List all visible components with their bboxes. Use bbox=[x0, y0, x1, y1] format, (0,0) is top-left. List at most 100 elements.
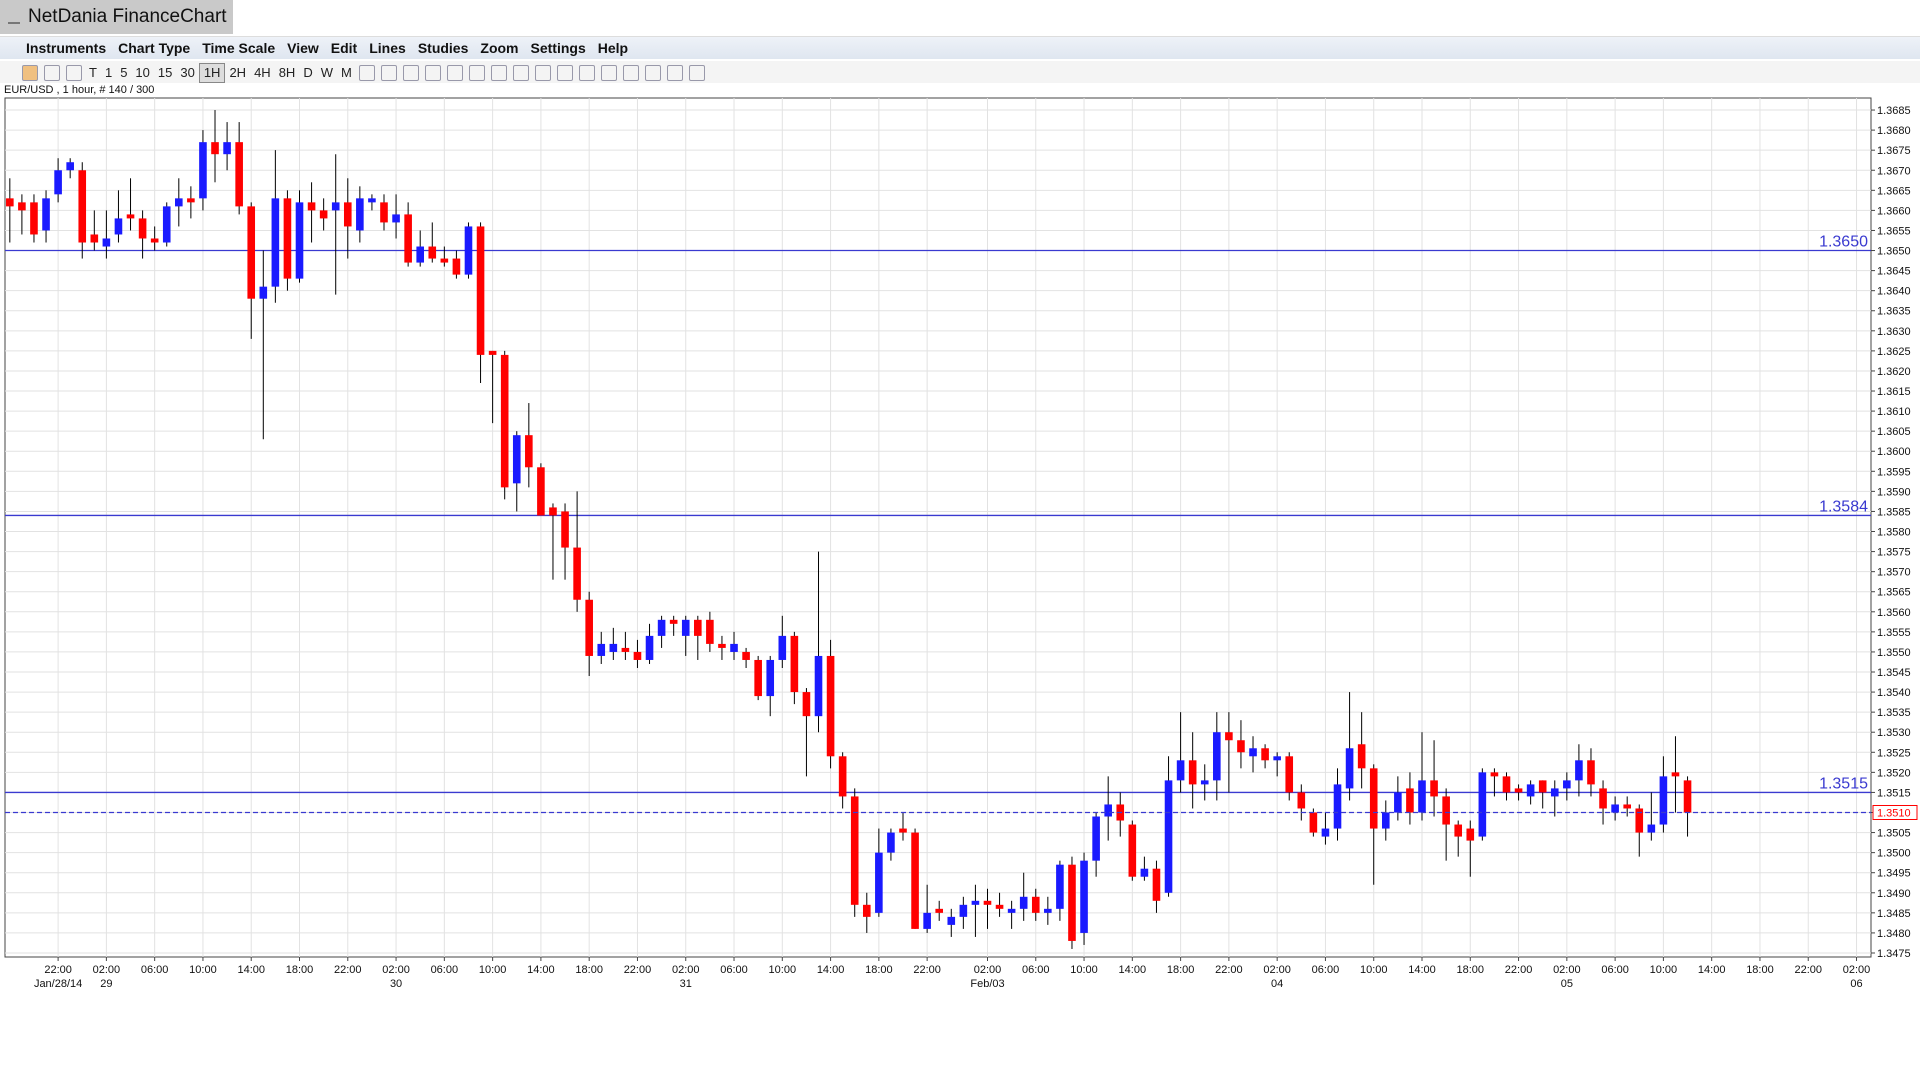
menu-item[interactable]: Chart Type bbox=[118, 40, 191, 56]
candle-body bbox=[102, 238, 111, 247]
y-tick-label: 1.3610 bbox=[1877, 406, 1911, 418]
menu-item[interactable]: View bbox=[287, 40, 319, 56]
timescale-button[interactable]: 8H bbox=[278, 65, 296, 80]
y-tick-label: 1.3675 bbox=[1877, 145, 1911, 157]
candle-body bbox=[537, 467, 545, 516]
y-tick-label: 1.3660 bbox=[1877, 205, 1911, 217]
timescale-button[interactable]: 30 bbox=[180, 65, 195, 80]
candle-body bbox=[971, 900, 980, 905]
x-tick-label: 18:00 bbox=[1457, 964, 1485, 976]
candle-body bbox=[1007, 908, 1016, 913]
tool-icon[interactable] bbox=[424, 65, 441, 81]
tool-icon[interactable] bbox=[380, 65, 397, 81]
x-tick-label: 06:00 bbox=[1601, 964, 1629, 976]
instrument-info: EUR/USD , 1 hour, # 140 / 300 bbox=[4, 84, 155, 96]
tool-icon[interactable] bbox=[534, 65, 551, 81]
menu-item[interactable]: Lines bbox=[369, 40, 406, 56]
tool-icon[interactable] bbox=[666, 65, 683, 81]
candle-body bbox=[790, 635, 799, 693]
candle-body bbox=[223, 142, 231, 155]
timescale-button[interactable]: 15 bbox=[157, 65, 173, 80]
candle-body bbox=[235, 142, 243, 207]
timescale-button[interactable]: 5 bbox=[120, 65, 128, 80]
candle-body bbox=[1635, 808, 1644, 833]
candle-body bbox=[681, 619, 690, 636]
candle-body bbox=[995, 904, 1004, 909]
candle-body bbox=[1406, 788, 1414, 813]
candle-body bbox=[1502, 776, 1511, 793]
tool-icon[interactable] bbox=[578, 65, 595, 81]
menu-item[interactable]: Settings bbox=[530, 40, 586, 56]
tool-icon[interactable] bbox=[622, 65, 639, 81]
tool-icon[interactable] bbox=[22, 65, 38, 81]
candle-body bbox=[114, 218, 123, 235]
title-bar: NetDania FinanceChart bbox=[0, 0, 1920, 37]
menu-item[interactable]: Time Scale bbox=[202, 40, 276, 56]
candle-body bbox=[199, 142, 207, 199]
x-tick-label: 06:00 bbox=[1312, 964, 1340, 976]
tool-icon[interactable] bbox=[688, 65, 705, 81]
tool-icon[interactable] bbox=[556, 65, 573, 81]
tool-icon[interactable] bbox=[600, 65, 617, 81]
candle-body bbox=[500, 354, 509, 488]
y-tick-label: 1.3670 bbox=[1877, 165, 1911, 177]
tool-icon[interactable] bbox=[446, 65, 463, 81]
candle-body bbox=[452, 258, 461, 275]
menu-item[interactable]: Zoom bbox=[480, 40, 519, 56]
tool-icon[interactable] bbox=[490, 65, 507, 81]
candle-body bbox=[1454, 824, 1463, 837]
candle-body bbox=[1683, 780, 1692, 813]
y-tick-label: 1.3550 bbox=[1877, 647, 1911, 659]
timescale-button[interactable]: 2H bbox=[229, 65, 247, 80]
y-tick-label: 1.3630 bbox=[1877, 326, 1911, 338]
y-tick-label: 1.3585 bbox=[1877, 506, 1911, 518]
tool-icon[interactable] bbox=[512, 65, 529, 81]
candle-body bbox=[1430, 780, 1438, 797]
candle-body bbox=[1418, 780, 1426, 813]
y-tick-label: 1.3570 bbox=[1877, 567, 1911, 579]
timescale-button[interactable]: 10 bbox=[135, 65, 150, 80]
x-tick-label: 22:00 bbox=[334, 964, 362, 976]
x-tick-label: 02:00 bbox=[93, 964, 121, 976]
timescale-button[interactable]: W bbox=[320, 65, 333, 80]
candle-body bbox=[742, 651, 750, 660]
menu-item[interactable]: Instruments bbox=[26, 40, 107, 56]
candle-body bbox=[1249, 748, 1257, 757]
menu-item[interactable]: Help bbox=[597, 40, 629, 56]
tool-icon[interactable] bbox=[44, 65, 60, 81]
timescale-button[interactable]: 4H bbox=[254, 65, 271, 80]
candle-body bbox=[1116, 804, 1125, 821]
y-tick-label: 1.3475 bbox=[1877, 948, 1911, 960]
candle-body bbox=[597, 643, 606, 656]
timescale-button[interactable]: 1H bbox=[198, 63, 226, 83]
candle-body bbox=[404, 214, 412, 263]
candle-body bbox=[1068, 864, 1076, 941]
candle-body bbox=[1213, 732, 1221, 781]
candle-body bbox=[633, 651, 642, 660]
timescale-button[interactable]: T bbox=[89, 65, 97, 80]
tool-icon[interactable] bbox=[358, 65, 375, 81]
menu-item[interactable]: Studies bbox=[417, 40, 469, 56]
x-tick-label: 10:00 bbox=[1070, 964, 1098, 976]
candle-body bbox=[1647, 824, 1656, 833]
candle-body bbox=[899, 828, 907, 833]
toolbar: T 1 5 10 15 30 1H 2H 4H 8H D W M bbox=[0, 61, 1920, 83]
tool-icon[interactable] bbox=[402, 65, 419, 81]
tool-icon[interactable] bbox=[66, 65, 82, 81]
timescale-button[interactable]: 1 bbox=[104, 65, 113, 80]
tool-icon[interactable] bbox=[644, 65, 661, 81]
timescale-button[interactable]: M bbox=[341, 65, 352, 80]
menu-item[interactable]: Edit bbox=[330, 40, 358, 56]
x-tick-label: 22:00 bbox=[44, 964, 72, 976]
candle-body bbox=[1080, 860, 1088, 933]
candle-body bbox=[862, 904, 871, 917]
candle-body bbox=[609, 643, 618, 652]
candle-body bbox=[380, 202, 388, 223]
timescale-button[interactable]: D bbox=[303, 65, 313, 80]
y-tick-label: 1.3650 bbox=[1877, 246, 1911, 258]
x-tick-label: 06:00 bbox=[431, 964, 459, 976]
tool-icon[interactable] bbox=[468, 65, 485, 81]
x-tick-label: 18:00 bbox=[1167, 964, 1195, 976]
x-tick-label: 02:00 bbox=[382, 964, 410, 976]
candle-body bbox=[307, 202, 316, 211]
